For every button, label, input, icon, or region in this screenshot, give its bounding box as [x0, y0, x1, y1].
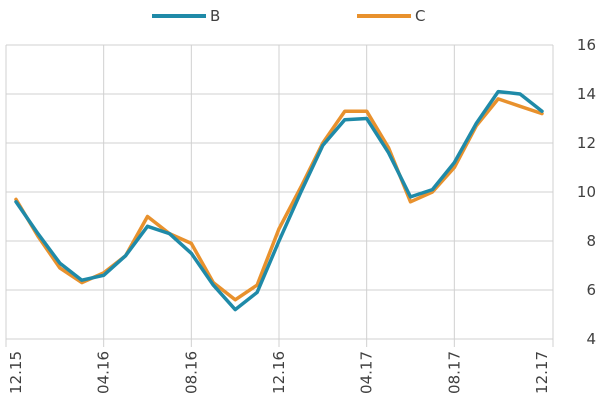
series-lines [14, 89, 544, 312]
x-tick-label: 08.16 [182, 351, 200, 394]
x-tick-label: 04.16 [95, 351, 113, 394]
y-tick-label: 16 [577, 36, 596, 54]
vertical-gridlines [5, 45, 554, 347]
legend-label-c: C [415, 7, 425, 25]
series-line-b [14, 89, 544, 312]
x-tick-label: 12.17 [533, 351, 551, 394]
y-tick-label: 10 [577, 183, 596, 201]
horizontal-gridlines [6, 44, 553, 340]
x-tick-label: 12.15 [7, 351, 25, 394]
y-tick-label: 8 [586, 232, 596, 250]
y-tick-label: 6 [586, 281, 596, 299]
y-axis-ticks: 4 6 8 10 12 14 16 [577, 36, 596, 348]
x-tick-label: 08.17 [445, 351, 463, 394]
x-tick-label: 04.17 [358, 351, 376, 394]
y-tick-label: 4 [586, 330, 596, 348]
x-tick-label: 12.16 [270, 351, 288, 394]
y-tick-label: 12 [577, 134, 596, 152]
series-line-c [14, 97, 544, 302]
x-axis-ticks: 12.15 04.16 08.16 12.16 04.17 08.17 12.17 [7, 351, 551, 394]
y-tick-label: 14 [577, 85, 596, 103]
legend-label-b: B [210, 7, 220, 25]
